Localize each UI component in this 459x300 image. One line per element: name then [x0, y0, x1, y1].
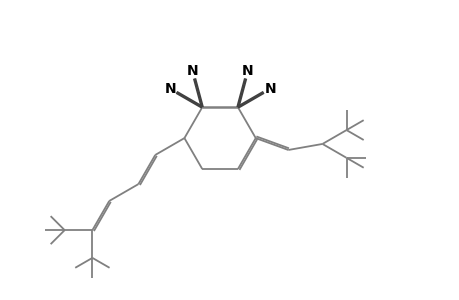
- Text: N: N: [264, 82, 275, 96]
- Text: N: N: [164, 82, 175, 96]
- Text: N: N: [186, 64, 198, 78]
- Text: N: N: [241, 64, 253, 78]
